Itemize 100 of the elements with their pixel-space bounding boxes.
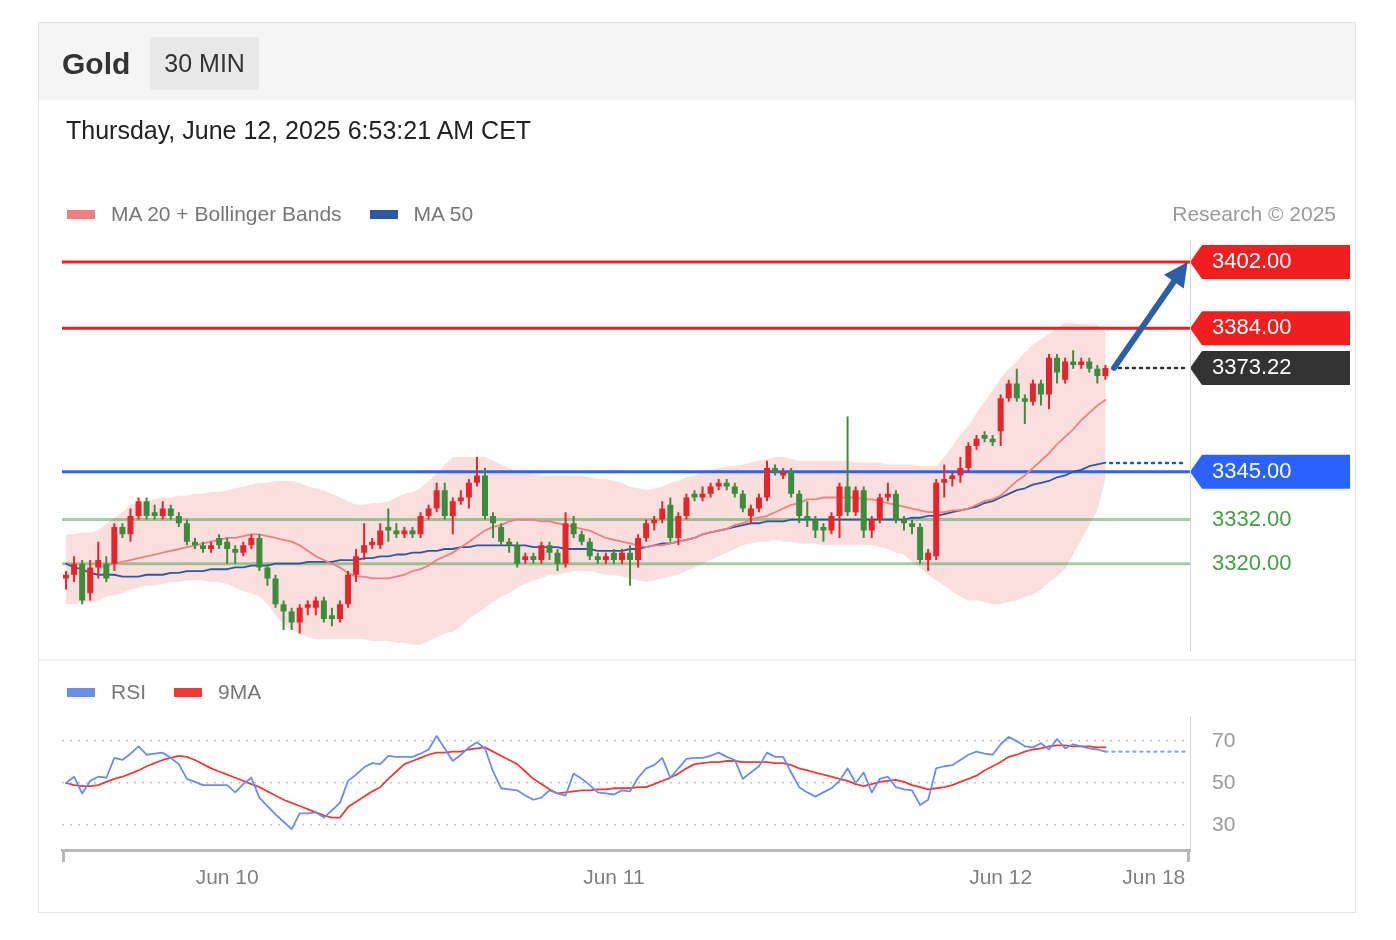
candlestick xyxy=(103,556,110,583)
candlestick xyxy=(425,504,432,520)
candlestick xyxy=(667,497,674,542)
candlestick xyxy=(788,468,795,498)
candlestick xyxy=(820,523,827,542)
candlestick xyxy=(627,545,634,586)
candlestick xyxy=(272,574,279,608)
candlestick xyxy=(361,523,368,561)
x-tick-label: Jun 10 xyxy=(195,865,259,889)
candlestick xyxy=(755,493,762,513)
candlestick xyxy=(852,486,859,516)
candlestick xyxy=(731,482,738,498)
candlestick xyxy=(473,457,480,487)
candlestick xyxy=(320,596,327,623)
candlestick xyxy=(490,512,497,538)
candlestick xyxy=(1086,357,1093,373)
candlestick xyxy=(836,482,843,538)
candlestick xyxy=(675,512,682,546)
candlestick xyxy=(312,596,319,616)
candlestick xyxy=(812,515,819,538)
legend-label: 9MA xyxy=(218,680,262,704)
candlestick xyxy=(95,541,102,579)
x-tick-label: Jun 12 xyxy=(969,865,1033,889)
candlestick xyxy=(498,523,505,546)
candlestick xyxy=(949,471,956,487)
candlestick xyxy=(1021,394,1028,424)
candlestick xyxy=(151,504,158,520)
candlestick xyxy=(441,482,448,520)
candlestick xyxy=(530,552,537,564)
candlestick xyxy=(780,468,787,480)
candlestick xyxy=(1005,379,1012,402)
y-tick-label: 70 xyxy=(1212,727,1236,751)
candlestick xyxy=(385,508,392,542)
candlestick xyxy=(1037,379,1044,406)
candlestick xyxy=(191,537,198,549)
candlestick xyxy=(514,541,521,568)
candlestick xyxy=(538,541,545,564)
candlestick xyxy=(957,457,964,483)
candlestick xyxy=(635,534,642,568)
chart-subtitle: Thursday, June 12, 2025 6:53:21 AM CET xyxy=(66,115,532,146)
candlestick xyxy=(925,549,932,572)
candlestick xyxy=(884,482,891,502)
y-tick-label: 3332.00 xyxy=(1212,505,1292,531)
candlestick xyxy=(1102,365,1109,380)
candlestick xyxy=(796,490,803,524)
candlestick xyxy=(562,512,569,568)
candlestick xyxy=(981,431,988,443)
candlestick xyxy=(135,497,142,520)
candlestick xyxy=(457,490,464,505)
candlestick xyxy=(602,552,609,564)
candlestick xyxy=(449,497,456,535)
legend-label: RSI xyxy=(111,680,147,704)
candlestick xyxy=(280,600,287,630)
candlestick xyxy=(546,541,553,561)
candlestick xyxy=(200,541,206,553)
candlestick xyxy=(651,515,658,531)
candlestick xyxy=(345,571,352,608)
candlestick xyxy=(522,552,529,564)
candlestick xyxy=(409,526,416,538)
candlestick xyxy=(159,501,166,520)
candlestick xyxy=(772,464,779,476)
candlestick xyxy=(417,512,424,538)
candlestick xyxy=(933,479,940,561)
candlestick xyxy=(860,486,867,538)
candlestick xyxy=(353,549,360,583)
candlestick xyxy=(175,512,182,527)
x-tick-label: Jun 18 xyxy=(1122,865,1186,889)
candlestick xyxy=(804,501,811,527)
candlestick xyxy=(377,523,384,549)
candlestick xyxy=(1078,357,1085,369)
candlestick xyxy=(232,545,239,564)
candlestick xyxy=(610,549,617,564)
candlestick xyxy=(739,490,746,513)
y-tick-label: 3345.00 xyxy=(1212,457,1292,483)
candlestick xyxy=(433,482,440,513)
candlestick xyxy=(1013,368,1020,402)
candlestick xyxy=(393,523,400,538)
candlestick xyxy=(868,515,875,538)
text: 30 MIN xyxy=(150,37,259,90)
candlestick xyxy=(224,537,231,564)
candlestick xyxy=(87,560,94,601)
candlestick xyxy=(208,541,215,553)
candlestick xyxy=(917,523,924,564)
candlestick xyxy=(578,530,585,546)
candlestick xyxy=(554,549,561,572)
candlestick xyxy=(892,490,899,524)
candlestick xyxy=(288,607,295,630)
candlestick xyxy=(216,534,223,549)
candlestick xyxy=(264,563,271,586)
y-tick-label: 3320.00 xyxy=(1212,549,1292,575)
candlestick xyxy=(707,482,714,498)
candlestick xyxy=(909,519,916,535)
candlestick xyxy=(715,479,722,491)
candlestick xyxy=(973,434,980,450)
candlestick xyxy=(71,556,78,583)
candlestick xyxy=(256,534,263,572)
candlestick xyxy=(618,549,625,564)
candlestick xyxy=(79,560,86,605)
candlestick xyxy=(465,479,472,509)
candlestick xyxy=(643,519,650,542)
